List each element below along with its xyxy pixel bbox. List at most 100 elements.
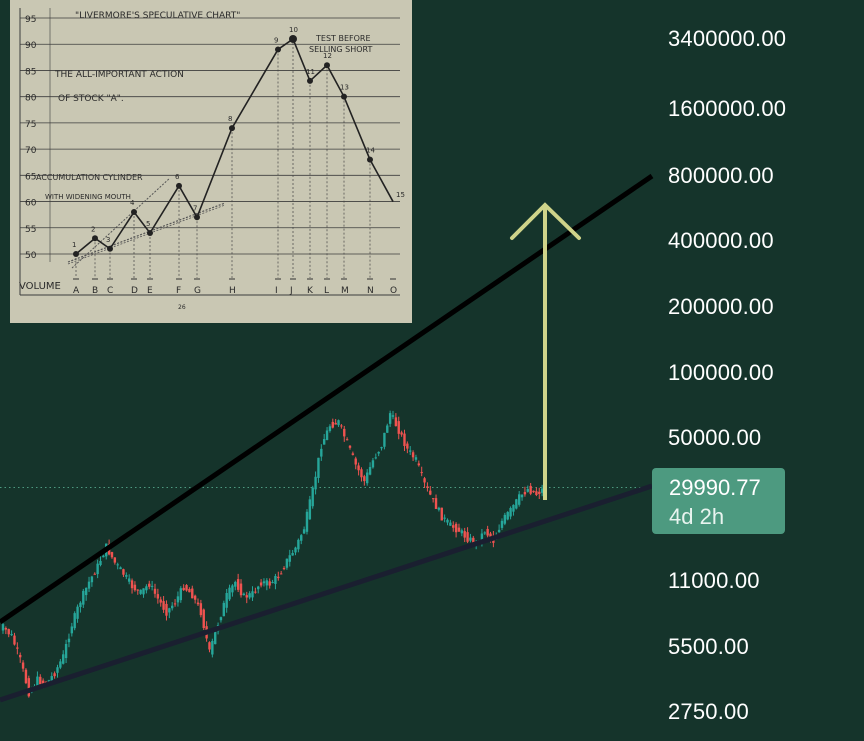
candle-body bbox=[228, 587, 231, 600]
candle-body bbox=[366, 472, 369, 484]
candle-body bbox=[127, 578, 131, 582]
candle-body bbox=[540, 488, 544, 493]
inset-y-tick: 90 bbox=[25, 41, 37, 51]
inset-y-tick: 70 bbox=[25, 146, 37, 156]
candle-body bbox=[113, 557, 117, 563]
y-tick-label: 400000.00 bbox=[668, 228, 774, 253]
candle-body bbox=[371, 460, 375, 468]
current-price-badge: 29990.77 4d 2h bbox=[652, 468, 785, 534]
candle-body bbox=[357, 465, 360, 471]
candle-body bbox=[509, 507, 512, 517]
candle-body bbox=[325, 430, 329, 440]
inset-point-label: 4 bbox=[130, 199, 135, 207]
inset-y-tick: 65 bbox=[25, 172, 36, 182]
candle-body bbox=[254, 591, 257, 593]
candle-body bbox=[317, 457, 320, 478]
inset-grid bbox=[19, 8, 400, 296]
candle-body bbox=[125, 575, 128, 577]
candle-body bbox=[394, 417, 398, 427]
candle-body bbox=[245, 595, 248, 598]
candle-body bbox=[122, 569, 125, 575]
candle-body bbox=[360, 469, 363, 478]
candle-body bbox=[434, 498, 438, 509]
y-tick-label: 11000.00 bbox=[668, 568, 760, 593]
candle-body bbox=[27, 678, 31, 697]
livermore-inset-image: "LIVERMORE'S SPECULATIVE CHART" THE ALL-… bbox=[10, 0, 412, 323]
inset-pivot bbox=[367, 156, 373, 163]
candle-body bbox=[532, 490, 535, 493]
candle-body bbox=[331, 421, 334, 428]
candle-body bbox=[386, 425, 389, 433]
candle-body bbox=[457, 527, 461, 532]
inset-pivot bbox=[324, 62, 330, 69]
inset-subtitle-1: THE ALL-IMPORTANT ACTION bbox=[54, 70, 184, 80]
candle-body bbox=[70, 626, 74, 634]
candle-body bbox=[472, 537, 475, 545]
inset-point-label: 11 bbox=[306, 68, 315, 76]
inset-y-tick: 95 bbox=[25, 15, 36, 25]
candle-body bbox=[145, 586, 148, 591]
candle-body bbox=[305, 511, 309, 532]
inset-subtitle-2: OF STOCK "A". bbox=[58, 94, 124, 104]
inset-caption: "LIVERMORE'S SPECULATIVE CHART" bbox=[75, 11, 240, 21]
candle-body bbox=[288, 555, 291, 562]
candle-body bbox=[463, 531, 466, 538]
candle-body bbox=[236, 579, 240, 590]
candle-body bbox=[271, 582, 274, 584]
candle-body bbox=[262, 581, 266, 584]
candle-body bbox=[214, 631, 217, 645]
candle-body bbox=[7, 629, 10, 635]
candle-body bbox=[406, 443, 409, 449]
candle-body bbox=[133, 584, 137, 591]
candle-body bbox=[411, 452, 415, 458]
candle-body bbox=[354, 458, 357, 465]
candle-body bbox=[429, 490, 432, 495]
y-tick-label: 200000.00 bbox=[668, 294, 774, 319]
candle-body bbox=[380, 447, 383, 449]
inset-pivot bbox=[176, 182, 182, 189]
inset-pivot bbox=[107, 245, 113, 252]
candle-body bbox=[130, 580, 134, 589]
candle-body bbox=[24, 669, 28, 684]
candle-body bbox=[211, 640, 214, 655]
inset-pivot bbox=[194, 214, 200, 221]
candle-body bbox=[202, 609, 205, 629]
y-tick-label: 800000.00 bbox=[668, 163, 774, 188]
candle-body bbox=[222, 602, 226, 617]
candle-body bbox=[36, 676, 39, 688]
candle-body bbox=[343, 428, 346, 437]
candles bbox=[1, 410, 547, 698]
candle-body bbox=[148, 583, 151, 587]
candle-body bbox=[517, 494, 521, 505]
candle-body bbox=[208, 642, 211, 650]
candle-body bbox=[403, 433, 406, 446]
candle-body bbox=[185, 585, 188, 591]
candle-body bbox=[168, 608, 171, 613]
candle-body bbox=[409, 450, 412, 452]
candle-body bbox=[156, 594, 160, 599]
candle-body bbox=[102, 555, 105, 558]
candle-body bbox=[76, 606, 79, 619]
candle-body bbox=[426, 486, 429, 488]
candle-body bbox=[388, 413, 392, 424]
candle-body bbox=[56, 667, 59, 673]
candle-body bbox=[239, 583, 243, 596]
candle-body bbox=[139, 589, 142, 594]
inset-x-letter: E bbox=[147, 286, 153, 296]
inset-pivot bbox=[275, 46, 281, 53]
candle-body bbox=[454, 523, 458, 533]
candle-body bbox=[153, 588, 157, 594]
candle-body bbox=[4, 628, 8, 630]
inset-pivot bbox=[229, 125, 235, 132]
y-tick-label: 100000.00 bbox=[668, 360, 774, 385]
y-tick-label: 2750.00 bbox=[668, 699, 749, 724]
inset-point-label: 2 bbox=[91, 225, 95, 233]
candle-body bbox=[328, 426, 332, 431]
candle-body bbox=[314, 476, 317, 490]
candle-body bbox=[21, 662, 25, 669]
candle-body bbox=[179, 588, 182, 601]
candle-body bbox=[417, 463, 421, 466]
candle-body bbox=[377, 451, 380, 454]
candle-body bbox=[489, 533, 492, 538]
